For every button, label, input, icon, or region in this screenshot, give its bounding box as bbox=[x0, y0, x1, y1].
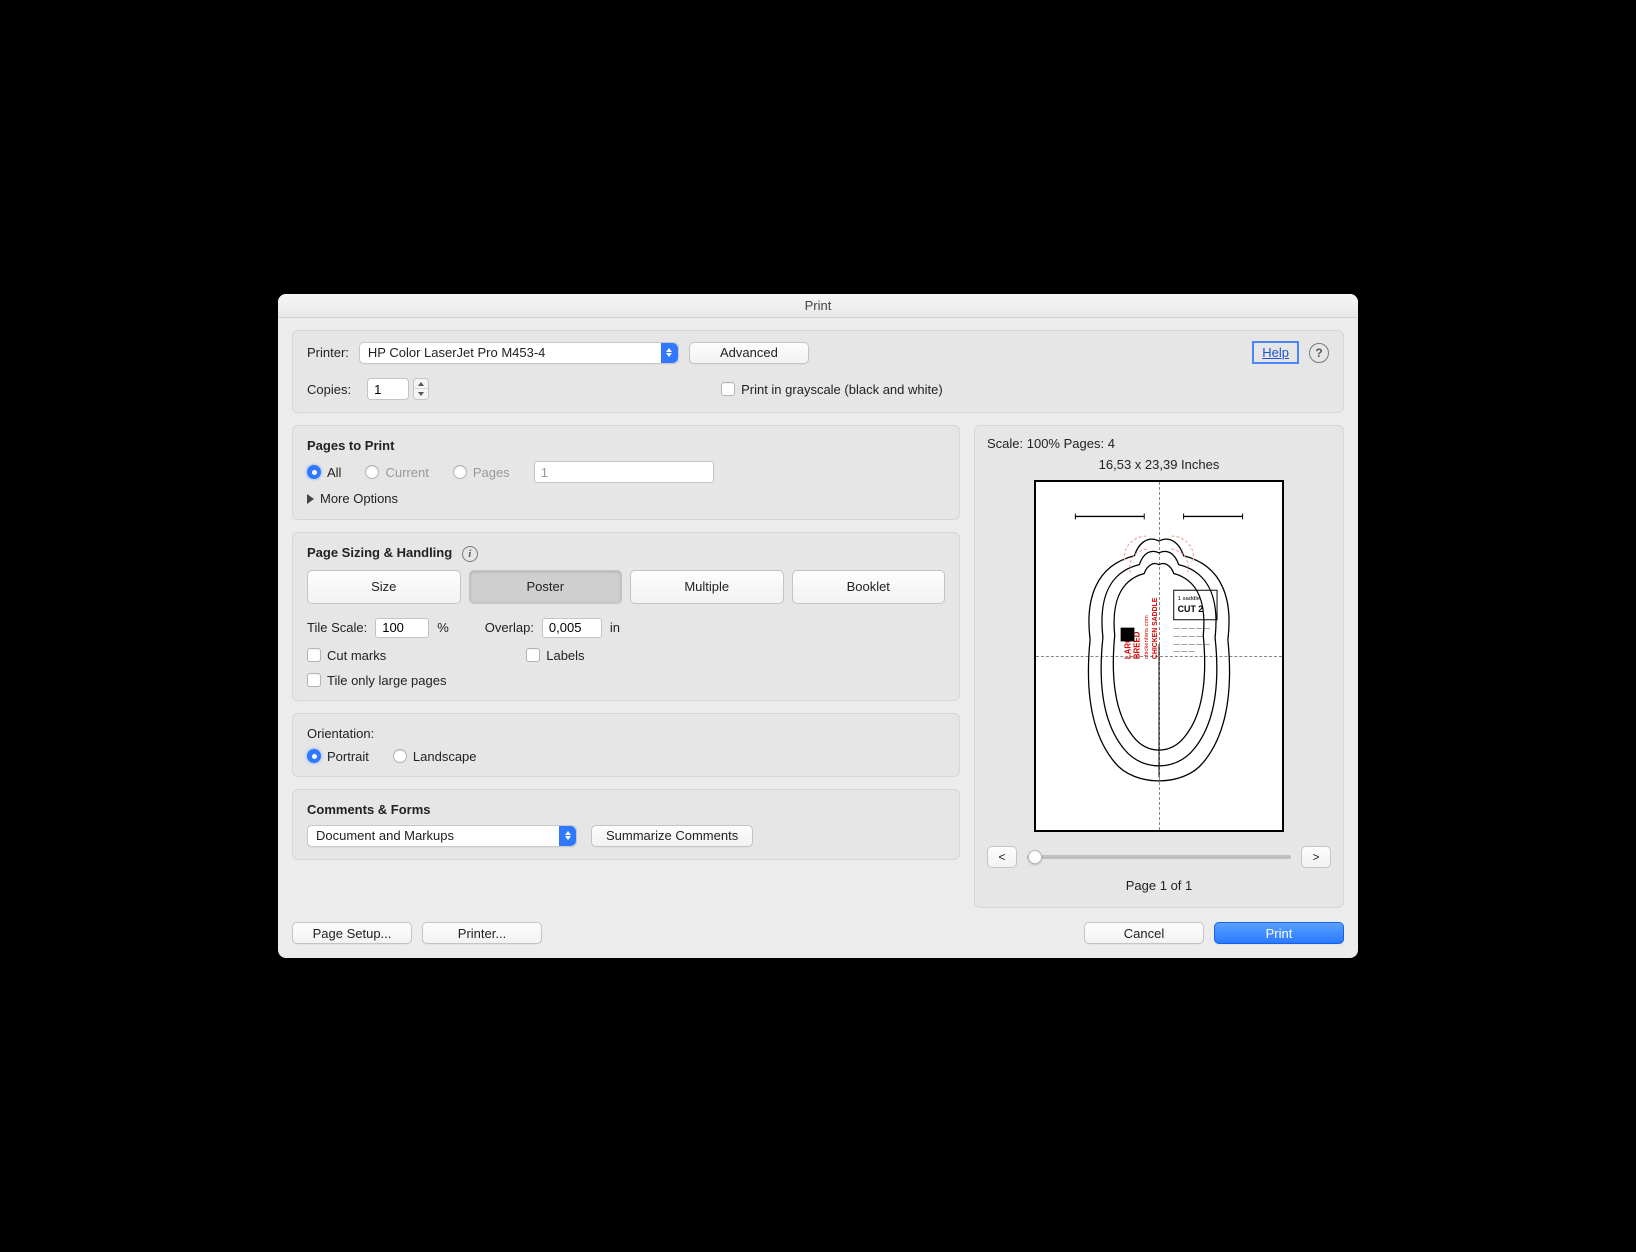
top-panel: Printer: HP Color LaserJet Pro M453-4 Ad… bbox=[292, 330, 1344, 413]
triangle-right-icon bbox=[307, 494, 314, 504]
svg-text:1 saddle: 1 saddle bbox=[1178, 596, 1201, 602]
pages-all-radio[interactable]: All bbox=[307, 465, 341, 480]
copies-label: Copies: bbox=[307, 382, 351, 397]
svg-text:— — — — —: — — — — — bbox=[1174, 641, 1210, 647]
help-link[interactable]: Help bbox=[1262, 345, 1289, 360]
print-dialog: Print Printer: HP Color LaserJet Pro M45… bbox=[278, 294, 1358, 958]
pages-panel: Pages to Print All Current Pages bbox=[292, 425, 960, 520]
window-title: Print bbox=[278, 294, 1358, 318]
updown-icon bbox=[661, 343, 678, 363]
labels-checkbox[interactable]: Labels bbox=[526, 648, 584, 663]
svg-text:CUT 2: CUT 2 bbox=[1178, 604, 1204, 614]
printer-button[interactable]: Printer... bbox=[422, 922, 542, 944]
radio-icon bbox=[307, 465, 321, 479]
preview-prev-button[interactable]: < bbox=[987, 846, 1017, 868]
preview-sheet: LARGE BREED chickenfans.com CHICKEN SADD… bbox=[1034, 480, 1284, 832]
checkbox-icon bbox=[307, 673, 321, 687]
updown-icon bbox=[559, 826, 576, 846]
orientation-landscape-radio[interactable]: Landscape bbox=[393, 749, 477, 764]
tab-poster[interactable]: Poster bbox=[469, 570, 623, 604]
comments-select[interactable]: Document and Markups bbox=[307, 825, 577, 847]
orientation-heading: Orientation: bbox=[307, 726, 945, 741]
cutmarks-checkbox[interactable]: Cut marks bbox=[307, 648, 386, 663]
svg-text:CHICKEN SADDLE: CHICKEN SADDLE bbox=[1152, 597, 1159, 659]
preview-next-button[interactable]: > bbox=[1301, 846, 1331, 868]
help-link-box[interactable]: Help bbox=[1252, 341, 1299, 364]
cancel-button[interactable]: Cancel bbox=[1084, 922, 1204, 944]
orientation-portrait-radio[interactable]: Portrait bbox=[307, 749, 369, 764]
preview-page-of: Page 1 of 1 bbox=[1126, 878, 1193, 893]
dialog-content: Printer: HP Color LaserJet Pro M453-4 Ad… bbox=[278, 318, 1358, 958]
print-button[interactable]: Print bbox=[1214, 922, 1344, 944]
sizing-panel: Page Sizing & Handling i Size Poster Mul… bbox=[292, 532, 960, 701]
radio-icon bbox=[453, 465, 467, 479]
pages-heading: Pages to Print bbox=[307, 438, 945, 453]
radio-icon bbox=[393, 749, 407, 763]
checkbox-icon bbox=[307, 648, 321, 662]
tab-multiple[interactable]: Multiple bbox=[630, 570, 784, 604]
tab-size[interactable]: Size bbox=[307, 570, 461, 604]
stepper-arrows-icon[interactable] bbox=[413, 378, 429, 400]
pages-range-field[interactable] bbox=[534, 461, 714, 483]
radio-icon bbox=[307, 749, 321, 763]
svg-text:— — — —: — — — — bbox=[1174, 633, 1203, 639]
orientation-panel: Orientation: Portrait Landscape bbox=[292, 713, 960, 777]
comments-panel: Comments & Forms Document and Markups Su… bbox=[292, 789, 960, 860]
overlap-unit: in bbox=[610, 620, 620, 635]
copies-field[interactable] bbox=[367, 378, 409, 400]
tilescale-field[interactable] bbox=[375, 618, 429, 638]
info-icon[interactable]: i bbox=[462, 546, 478, 562]
overlap-field[interactable] bbox=[542, 618, 602, 638]
printer-select[interactable]: HP Color LaserJet Pro M453-4 bbox=[359, 342, 679, 364]
slider-thumb[interactable] bbox=[1028, 850, 1042, 864]
preview-panel: Scale: 100% Pages: 4 16,53 x 23,39 Inche… bbox=[974, 425, 1344, 908]
radio-icon bbox=[365, 465, 379, 479]
svg-text:chickenfans.com: chickenfans.com bbox=[1144, 615, 1150, 659]
preview-slider[interactable] bbox=[1027, 855, 1291, 859]
printer-select-value: HP Color LaserJet Pro M453-4 bbox=[368, 345, 546, 360]
page-setup-button[interactable]: Page Setup... bbox=[292, 922, 412, 944]
checkbox-icon bbox=[526, 648, 540, 662]
checkbox-icon bbox=[721, 382, 735, 396]
preview-dimensions: 16,53 x 23,39 Inches bbox=[1099, 457, 1220, 472]
summarize-button[interactable]: Summarize Comments bbox=[591, 825, 753, 847]
tilescale-unit: % bbox=[437, 620, 449, 635]
help-icon[interactable]: ? bbox=[1309, 343, 1329, 363]
printer-label: Printer: bbox=[307, 345, 349, 360]
svg-text:— — — — —: — — — — — bbox=[1174, 626, 1210, 632]
pages-range-radio[interactable]: Pages bbox=[453, 465, 510, 480]
advanced-button[interactable]: Advanced bbox=[689, 342, 809, 364]
tab-booklet[interactable]: Booklet bbox=[792, 570, 946, 604]
more-options-disclosure[interactable]: More Options bbox=[307, 491, 398, 506]
tilescale-label: Tile Scale: bbox=[307, 620, 367, 635]
footer: Page Setup... Printer... Cancel Print bbox=[292, 922, 1344, 944]
pages-current-radio[interactable]: Current bbox=[365, 465, 428, 480]
overlap-label: Overlap: bbox=[485, 620, 534, 635]
grayscale-checkbox[interactable]: Print in grayscale (black and white) bbox=[721, 382, 943, 397]
svg-text:— — —: — — — bbox=[1174, 649, 1195, 655]
tileonly-checkbox[interactable]: Tile only large pages bbox=[307, 673, 446, 688]
preview-scale-pages: Scale: 100% Pages: 4 bbox=[987, 436, 1115, 451]
grayscale-label: Print in grayscale (black and white) bbox=[741, 382, 943, 397]
preview-artwork: LARGE BREED chickenfans.com CHICKEN SADD… bbox=[1036, 482, 1282, 828]
comments-heading: Comments & Forms bbox=[307, 802, 945, 817]
copies-stepper[interactable] bbox=[367, 378, 429, 400]
sizing-heading: Page Sizing & Handling i bbox=[307, 545, 945, 562]
